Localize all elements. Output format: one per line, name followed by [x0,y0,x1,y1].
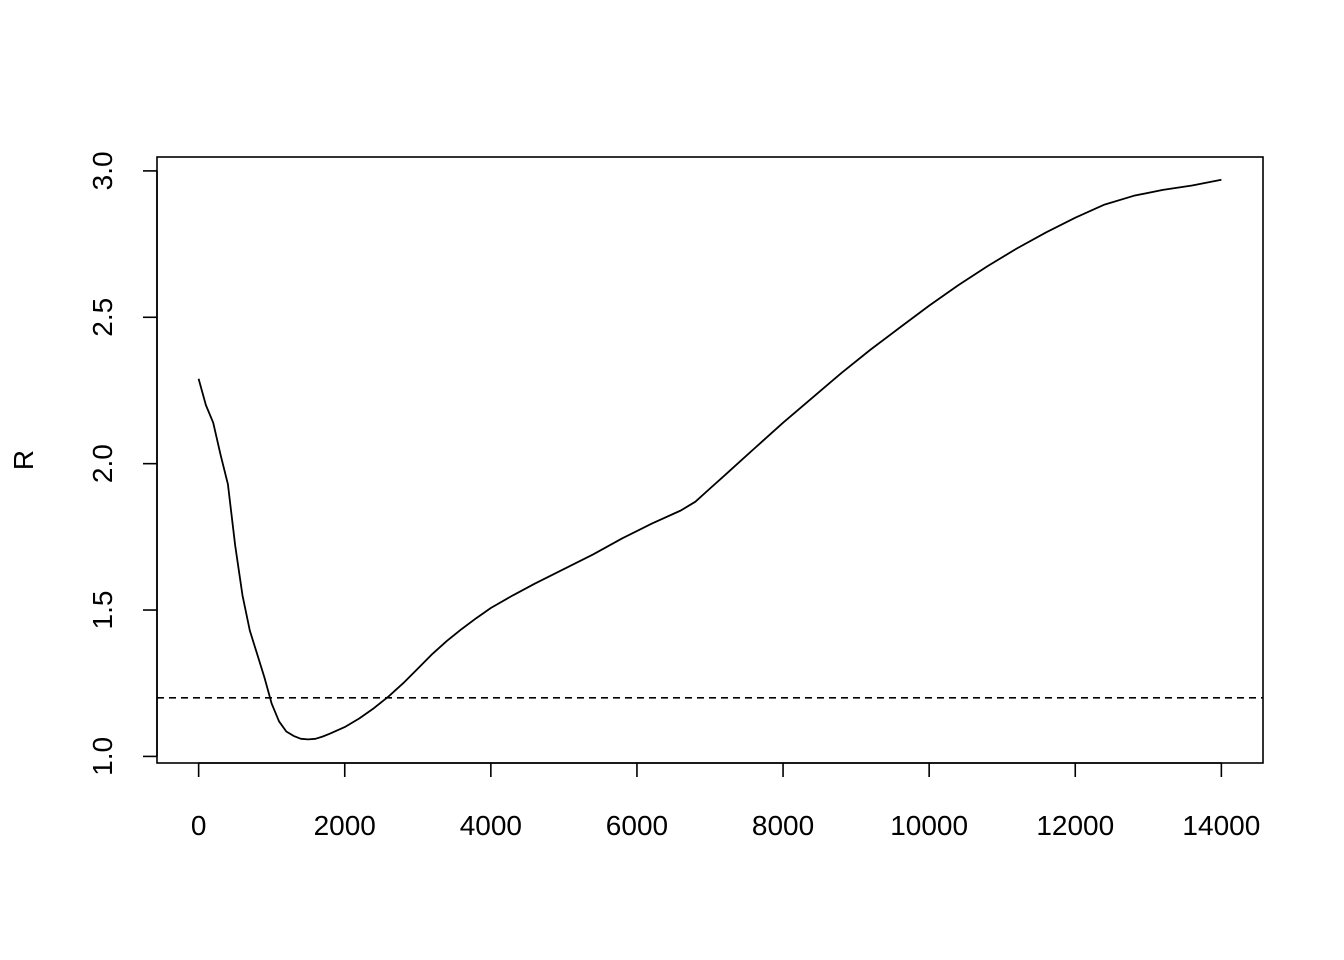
x-tick-label: 4000 [460,810,522,841]
y-tick-label: 3.0 [87,151,118,190]
plot-frame [156,156,1264,764]
y-axis-label: R [8,450,39,470]
y-tick-label: 2.0 [87,444,118,483]
y-tick-label: 1.0 [87,737,118,776]
series-line-r [197,178,1222,741]
x-tick-label: 14000 [1182,810,1260,841]
x-tick-label: 6000 [606,810,668,841]
x-tick-label: 10000 [890,810,968,841]
x-axis: 0 2000 4000 6000 8000 10000 12000 14000 [191,762,1260,841]
x-tick-label: 2000 [314,810,376,841]
y-tick-label: 1.5 [87,591,118,630]
x-tick-label: 0 [191,810,207,841]
y-axis: 1.0 1.5 2.0 2.5 3.0 [87,151,158,776]
y-tick-label: 2.5 [87,298,118,337]
x-tick-label: 8000 [752,810,814,841]
x-tick-label: 12000 [1036,810,1114,841]
